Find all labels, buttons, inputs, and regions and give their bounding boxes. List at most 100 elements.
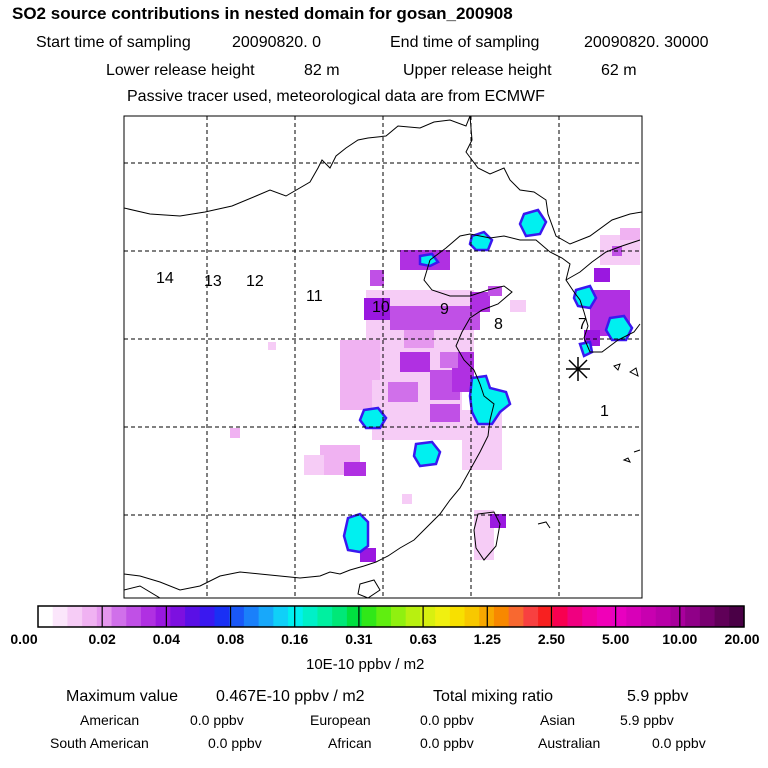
colorbar-cell — [361, 606, 377, 627]
american-label: American — [80, 712, 140, 728]
graticule — [124, 116, 642, 598]
colorbar-cell — [641, 606, 657, 627]
colorbar-cell — [420, 606, 436, 627]
colorbar-cell — [376, 606, 392, 627]
colorbar-cell — [596, 606, 613, 627]
african-value: 0.0 ppbv — [420, 735, 474, 751]
lower-height-value: 82 m — [304, 62, 340, 79]
colorbar-cell — [714, 606, 730, 627]
colorbar-cell — [214, 606, 230, 627]
colorbar-unit: 10E-10 ppbv / m2 — [306, 656, 425, 673]
max-value-label: Maximum value — [66, 688, 179, 705]
colorbar-cell — [685, 606, 701, 627]
region-label: 13 — [204, 273, 222, 290]
field-patch — [620, 228, 640, 240]
region-label: 12 — [246, 273, 264, 290]
region-label: 1 — [600, 403, 609, 420]
colorbar-cell — [140, 606, 157, 627]
colorbar-cell — [258, 606, 274, 627]
region-label: 9 — [440, 301, 449, 318]
colorbar-cell — [170, 606, 186, 627]
colorbar-cell — [155, 606, 171, 627]
colorbar-cell — [449, 606, 466, 627]
colorbar-tick-label: 0.00 — [10, 631, 38, 647]
colorbar-cell — [405, 606, 422, 627]
colorbar-tick-label: 10.00 — [662, 631, 698, 647]
colorbar-cell — [655, 606, 672, 627]
field-patch — [430, 404, 460, 422]
colorbar-cell — [185, 606, 201, 627]
south-american-value: 0.0 ppbv — [208, 735, 262, 751]
colorbar-cell — [538, 606, 554, 627]
hotspots — [342, 208, 634, 554]
colorbar-cell — [670, 606, 686, 627]
colorbar-tick-label: 0.08 — [216, 631, 245, 647]
colorbar-tick-label: 0.02 — [88, 631, 116, 647]
colorbar-tick-label: 2.50 — [537, 631, 566, 647]
region-label: 7 — [578, 316, 587, 333]
region-label: 8 — [494, 316, 503, 333]
hotspot — [468, 230, 494, 252]
end-time-value: 20090820. 30000 — [584, 34, 709, 51]
colorbar-tick-label: 1.25 — [473, 631, 501, 647]
field-patch — [304, 455, 324, 475]
colorbar-cell — [38, 606, 54, 627]
field-patch — [388, 382, 418, 402]
plot-title: SO2 source contributions in nested domai… — [12, 4, 513, 23]
hotspot — [358, 406, 388, 430]
colorbar-cell — [699, 606, 716, 627]
field-patch — [440, 352, 458, 368]
colorbar-cell — [493, 606, 510, 627]
colorbar-cell — [199, 606, 216, 627]
asian-value: 5.9 ppbv — [620, 712, 674, 728]
end-time-label: End time of sampling — [390, 34, 540, 51]
colorbar-cell — [243, 606, 260, 627]
receptor-marker — [566, 357, 590, 381]
hotspot — [604, 314, 634, 342]
field-patch — [474, 510, 494, 560]
region-label: 11 — [306, 288, 323, 305]
colorbar-cell — [52, 606, 69, 627]
european-label: European — [310, 712, 371, 728]
colorbar-cell — [96, 606, 113, 627]
colorbar-cell — [729, 606, 745, 627]
total-mixing-value: 5.9 ppbv — [627, 688, 689, 705]
colorbar-cell — [435, 606, 451, 627]
colorbar-cell — [67, 606, 83, 627]
field-patch — [268, 342, 276, 350]
colorbar-cell — [346, 606, 363, 627]
hotspot — [342, 512, 370, 554]
colorbar-frame — [37, 605, 745, 628]
colorbar-cell — [82, 606, 98, 627]
field-patch — [594, 268, 610, 282]
field-patch — [370, 270, 384, 286]
australian-value: 0.0 ppbv — [652, 735, 706, 751]
field-patch — [344, 462, 366, 476]
colorbar-cell — [126, 606, 142, 627]
colorbar-cell — [582, 606, 598, 627]
upper-height-label: Upper release height — [403, 62, 552, 79]
concentration-field — [230, 228, 640, 560]
upper-height-value: 62 m — [601, 62, 637, 79]
colorbar-cell — [302, 606, 319, 627]
lower-height-label: Lower release height — [106, 62, 255, 79]
colorbar-cell — [552, 606, 569, 627]
colorbar-cell — [626, 606, 642, 627]
colorbar-tick-label: 0.04 — [152, 631, 180, 647]
colorbar-cell — [567, 606, 583, 627]
field-patch — [510, 300, 526, 312]
colorbar-cell — [464, 606, 480, 627]
start-time-label: Start time of sampling — [36, 34, 191, 51]
american-value: 0.0 ppbv — [190, 712, 244, 728]
field-patch — [470, 292, 490, 312]
field-patch — [402, 494, 412, 504]
field-patch — [360, 548, 376, 562]
colorbar-cell — [288, 606, 304, 627]
colorbar-tick-label: 0.31 — [345, 631, 373, 647]
region-label: 10 — [372, 299, 390, 316]
colorbar-tick-label: 5.00 — [602, 631, 630, 647]
colorbar-cell — [229, 606, 245, 627]
colorbar-cell — [317, 606, 333, 627]
